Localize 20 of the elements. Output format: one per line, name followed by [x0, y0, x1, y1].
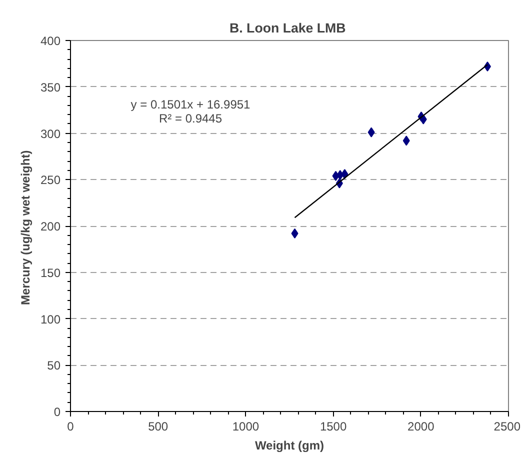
annotation: R² = 0.9445 [158, 112, 222, 126]
x-tick-label: 2000 [408, 420, 435, 434]
y-tick-label: 0 [54, 405, 61, 419]
x-axis-title: Weight (gm) [254, 438, 324, 452]
x-tick-label: 2500 [494, 420, 521, 434]
chart-title: B. Loon Lake LMB [230, 20, 346, 36]
x-tick-label: 500 [148, 420, 168, 434]
y-axis-title: Mercury (ug/kg wet weight) [18, 150, 32, 306]
annotation: y = 0.1501x + 16.9951 [130, 98, 251, 112]
y-tick-label: 150 [40, 266, 61, 280]
x-tick-label: 0 [67, 420, 74, 434]
y-tick-label: 400 [40, 34, 61, 48]
y-tick-label: 350 [40, 80, 61, 94]
y-tick-label: 50 [47, 358, 61, 373]
x-tick-label: 1000 [232, 420, 260, 434]
y-tick-label: 200 [40, 220, 61, 234]
y-tick-label: 300 [40, 126, 61, 141]
x-tick-label: 1500 [320, 420, 347, 434]
y-tick-label: 250 [40, 173, 61, 188]
y-tick-label: 100 [40, 312, 61, 326]
